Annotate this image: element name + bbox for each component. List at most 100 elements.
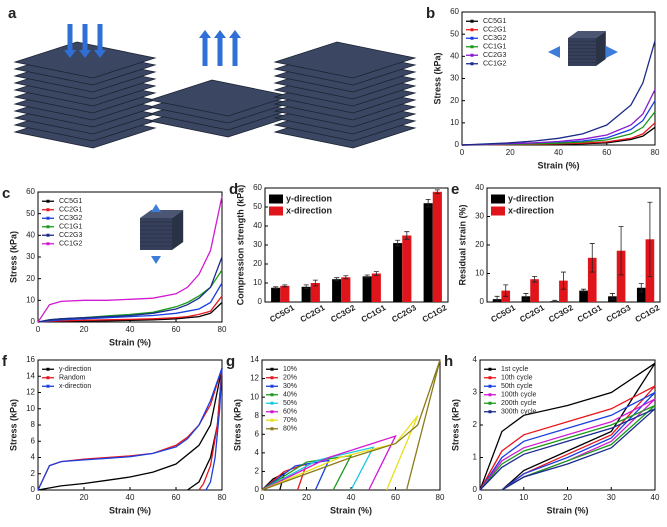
bar — [432, 191, 442, 302]
legend-label: CC2G1 — [483, 27, 506, 34]
data-line — [37, 256, 223, 323]
legend-marker — [470, 45, 474, 49]
error-bar — [312, 279, 318, 287]
y-tick-label: 4 — [31, 453, 36, 462]
legend-marker — [46, 233, 50, 237]
legend-marker — [488, 401, 492, 405]
arrow-head — [229, 30, 241, 38]
error-bar — [364, 274, 370, 279]
legend-marker — [470, 28, 474, 32]
legend-marker — [488, 384, 492, 388]
panel-label: c — [2, 185, 10, 202]
y-tick-label: 40 — [450, 51, 459, 60]
y-tick-label: 1 — [473, 453, 478, 462]
data-line — [37, 196, 223, 323]
legend-marker — [46, 225, 50, 229]
error-bar — [395, 239, 401, 247]
cube-top — [568, 31, 606, 38]
y-axis-label: Compression strength (kPa) — [235, 185, 245, 306]
layer — [13, 41, 157, 79]
bar — [393, 243, 403, 302]
y-tick-label: 40 — [475, 183, 484, 192]
error-bar — [425, 199, 431, 208]
bar — [579, 290, 588, 302]
x-tick-label: 0 — [36, 493, 41, 502]
data-line — [479, 362, 656, 491]
legend-marker — [46, 216, 50, 220]
y-tick-label: 20 — [26, 274, 35, 283]
x-tick-label: 80 — [218, 493, 227, 502]
y-tick-label: 12 — [250, 374, 259, 383]
error-bar — [581, 288, 587, 293]
bar — [341, 277, 351, 302]
y-axis-label: Stress (kPa) — [8, 231, 18, 283]
y-tick-label: 2 — [31, 469, 36, 478]
y-tick-label: 50 — [26, 209, 35, 218]
legend-label: 20% — [283, 375, 297, 382]
x-axis-label: Strain (%) — [109, 337, 151, 347]
panel-label: a — [8, 5, 17, 22]
inset-arrow — [606, 46, 618, 58]
x-tick-label: 0 — [36, 325, 41, 334]
panel-label: g — [226, 353, 235, 370]
error-bar — [334, 277, 340, 282]
y-tick-label: 40 — [253, 221, 262, 230]
y-axis-label: Stress (kPa) — [450, 399, 460, 451]
y-tick-label: 30 — [475, 212, 484, 221]
bar — [280, 285, 290, 302]
cube-top — [140, 210, 184, 218]
legend-marker — [470, 36, 474, 40]
legend-marker — [270, 401, 274, 405]
legend-label: CC1G1 — [59, 224, 82, 231]
legend-label: 1st cycle — [501, 366, 528, 373]
y-tick-label: 40 — [26, 230, 35, 239]
cube-side — [172, 210, 184, 250]
y-axis-label: Residual strain (%) — [457, 204, 467, 285]
legend-label: CC1G2 — [59, 241, 82, 248]
legend-label: x-direction — [508, 205, 554, 215]
bar — [616, 250, 626, 302]
legend-label: 50% — [283, 400, 297, 407]
x-tick-label: 60 — [172, 493, 181, 502]
y-tick-label: 50 — [450, 29, 459, 38]
panel-label: e — [451, 181, 459, 198]
error-bar — [303, 284, 309, 290]
error-bar — [523, 293, 529, 300]
x-tick-label: 20 — [80, 493, 89, 502]
bar — [362, 276, 372, 302]
error-bar — [560, 271, 566, 290]
bar — [402, 235, 412, 302]
legend-label: CC2G1 — [59, 207, 82, 214]
legend-marker — [46, 242, 50, 246]
arrow-head — [64, 50, 76, 58]
data-line — [261, 462, 308, 491]
y-tick-label: 20 — [475, 240, 484, 249]
x-tick-label: 80 — [651, 148, 660, 157]
y-tick-label: 0 — [480, 297, 485, 306]
x-tick-label: 0 — [260, 493, 265, 502]
y-axis-label: Stress (kPa) — [432, 52, 442, 104]
x-tick-label: CC2G3 — [605, 303, 633, 324]
data-line — [37, 295, 223, 323]
legend-label: 100th cycle — [501, 392, 537, 399]
data-line — [479, 385, 656, 491]
panel-label: b — [426, 5, 435, 22]
legend-label: 200th cycle — [501, 400, 537, 407]
y-tick-label: 0 — [31, 485, 36, 494]
legend-label: y-direction — [59, 366, 91, 373]
error-bar — [494, 295, 500, 303]
y-tick-label: 4 — [473, 355, 478, 364]
inset-arrow — [151, 256, 161, 264]
y-tick-label: 16 — [26, 355, 35, 364]
x-tick-label: 40 — [126, 325, 135, 334]
legend-marker — [46, 376, 50, 380]
legend-label: x-direction — [286, 205, 332, 215]
panel-label: h — [444, 353, 453, 370]
y-axis-label: Stress (kPa) — [232, 399, 242, 451]
arrow-head — [199, 30, 211, 38]
y-tick-label: 0 — [473, 485, 478, 494]
x-tick-label: CC1G2 — [421, 303, 449, 324]
data-line — [461, 40, 656, 146]
y-tick-label: 0 — [258, 297, 263, 306]
